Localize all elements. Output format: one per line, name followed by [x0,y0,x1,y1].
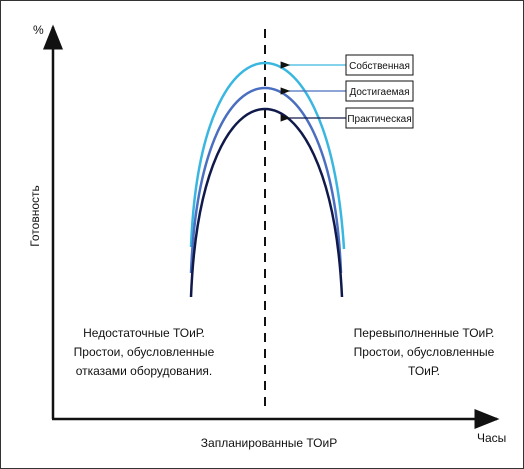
x-axis-label: Часы [477,431,506,445]
curve-achieved [189,86,343,274]
note-right: Перевыполненные ТОиР. Простои, обусловле… [354,326,495,378]
note-left-line-3: отказами оборудования. [76,364,213,378]
y-unit-label: % [33,23,44,37]
note-left-line-2: Простои, обусловленные [74,345,215,359]
curve-practical [189,107,344,298]
curve-own [189,61,346,250]
note-right-line-1: Перевыполненные ТОиР. [354,326,495,340]
legend-achieved-label: Достигаемая [349,87,409,98]
note-left-line-1: Недостаточные ТОиР. [83,326,205,340]
note-left: Недостаточные ТОиР. Простои, обусловленн… [74,326,215,378]
y-axis-label: Готовность [28,185,42,247]
note-right-line-3: ТОиР. [408,364,440,378]
legend-own: Собственная [345,54,414,76]
legend-achieved: Достигаемая [345,80,414,102]
legend-own-label: Собственная [349,60,410,72]
note-right-line-2: Простои, обусловленные [354,345,495,359]
planned-maintenance-label: Запланированные ТОиР [201,436,337,450]
legend-practical: Практическая [345,107,414,129]
legend-practical-label: Практическая [347,114,411,125]
